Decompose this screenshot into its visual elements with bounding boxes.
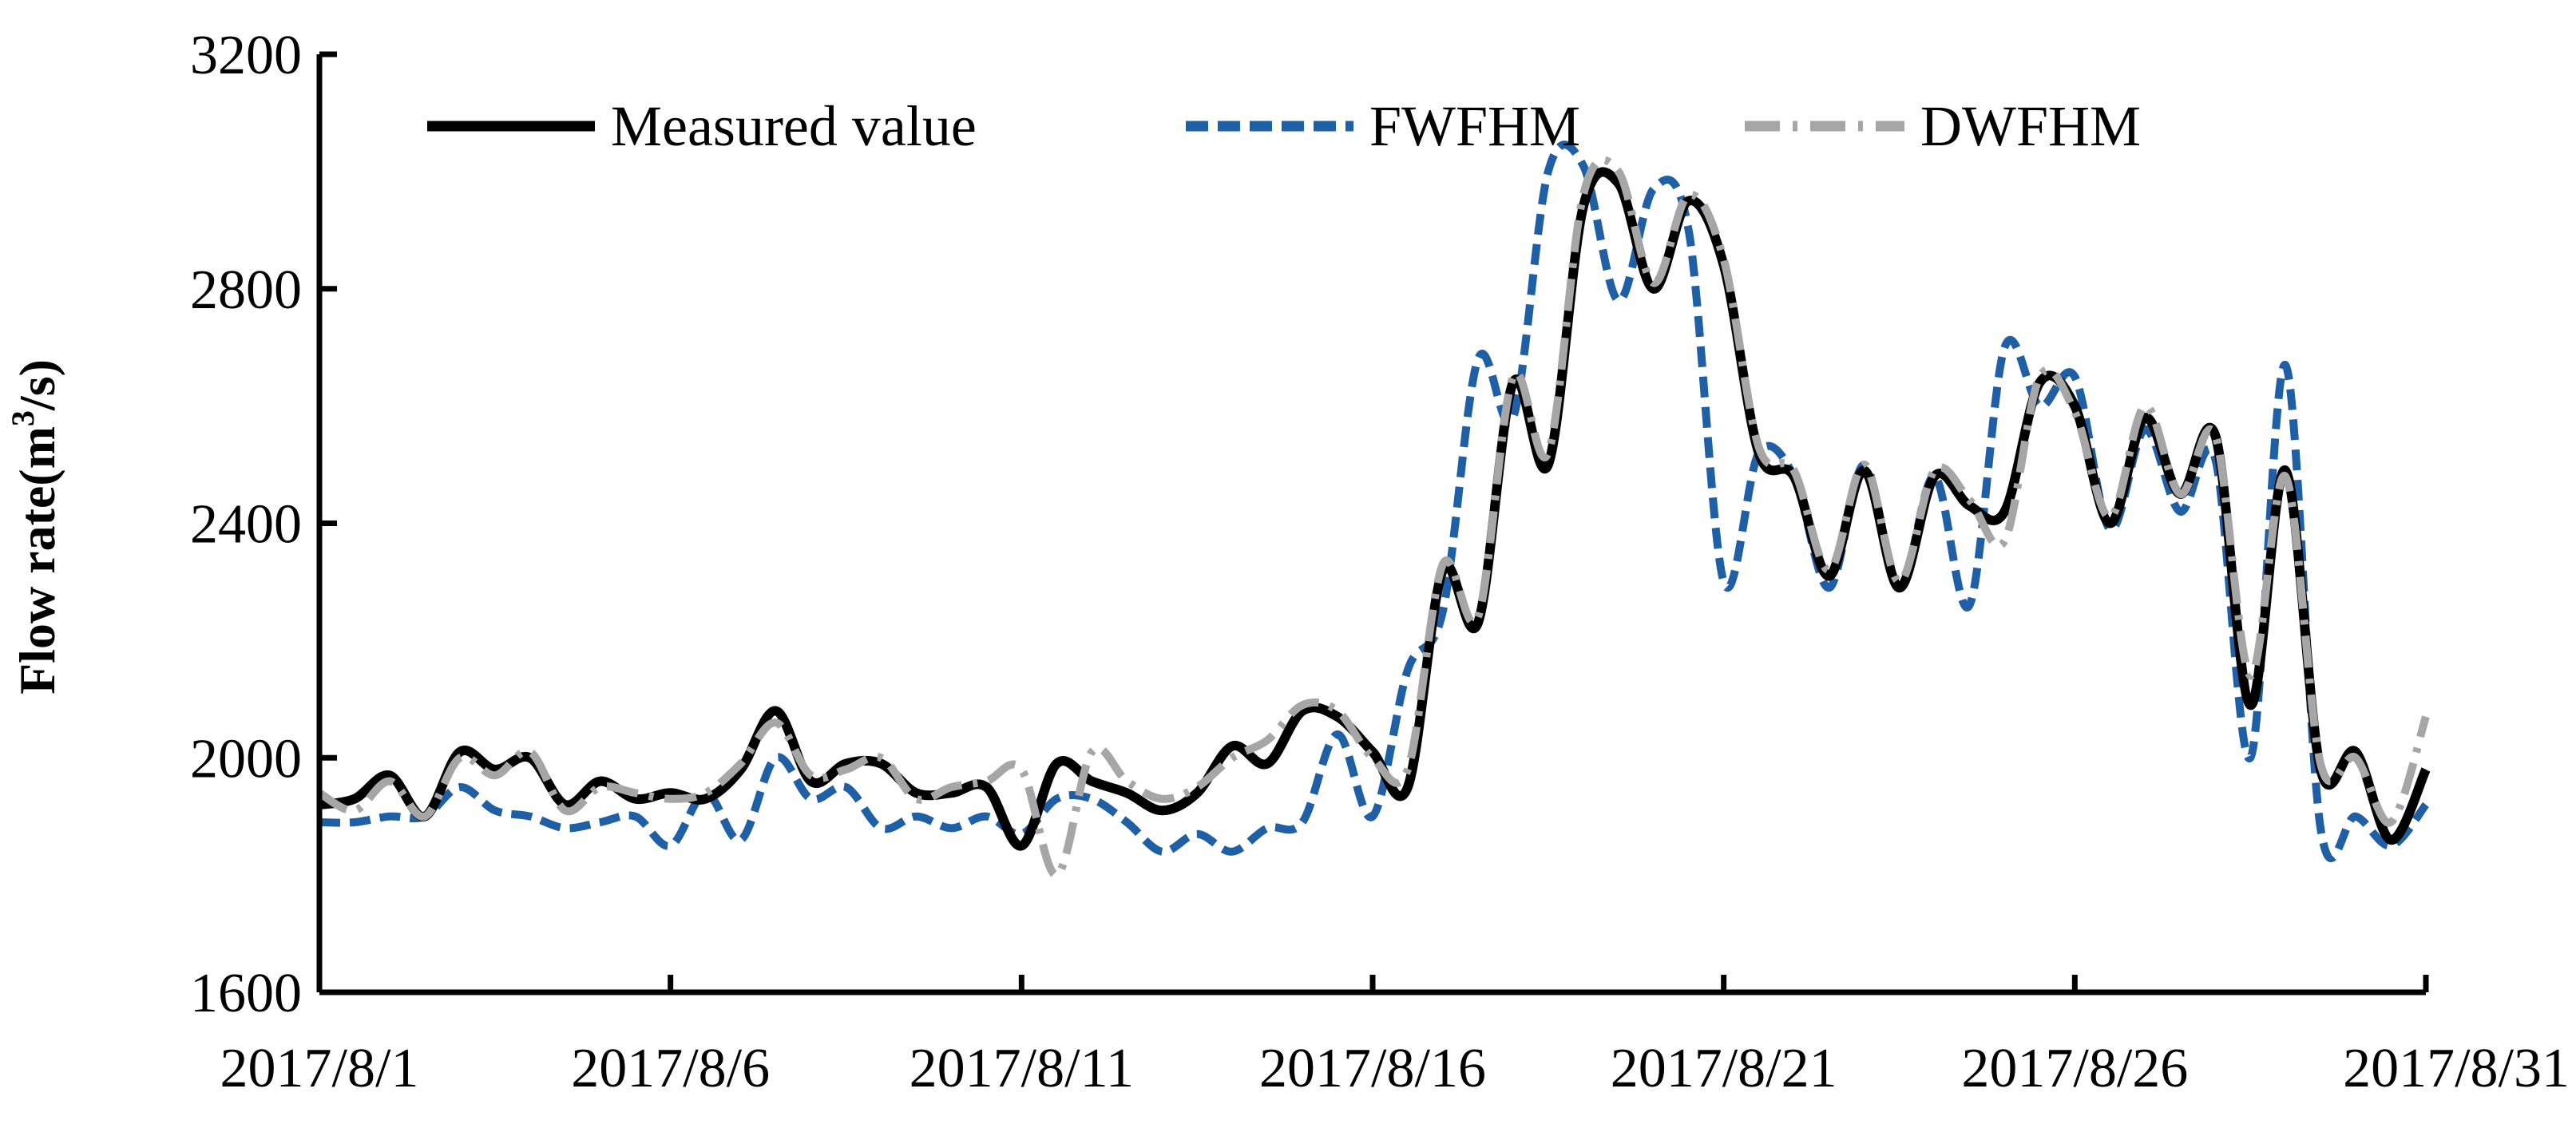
x-tick-label: 2017/8/21: [1611, 1038, 1837, 1099]
x-tick-label: 2017/8/6: [571, 1038, 770, 1099]
legend-label-measured: Measured value: [611, 94, 977, 158]
y-axis-title-tail: /s): [9, 359, 65, 411]
y-ticks: 1600 2000 2400 2800 3200: [190, 25, 337, 1024]
legend-label-fwfhm: FWFHM: [1369, 94, 1580, 158]
y-axis-title-superscript: 3: [5, 410, 41, 426]
y-axis-title: Flow rate(m3/s): [5, 359, 65, 695]
legend-label-dwfhm: DWFHM: [1920, 94, 2141, 158]
x-tick-label: 2017/8/1: [220, 1038, 419, 1099]
y-tick-label: 2400: [190, 494, 302, 556]
plot-series: [317, 141, 2431, 880]
series-dwfhm-line: [317, 156, 2430, 880]
y-tick-label: 1600: [190, 963, 302, 1024]
y-tick-label: 2000: [190, 728, 302, 790]
legend: Measured value FWFHM DWFHM: [427, 94, 2141, 158]
series-measured-value-line: [319, 167, 2431, 851]
y-tick-label: 2800: [190, 259, 302, 321]
x-tick-label: 2017/8/31: [2343, 1038, 2570, 1099]
x-ticks: 2017/8/1 2017/8/6 2017/8/11 2017/8/16 2017/8…: [220, 975, 2570, 1099]
x-tick-label: 2017/8/16: [1259, 1038, 1486, 1099]
y-axis-title-base: Flow rate(m: [9, 426, 65, 695]
x-tick-label: 2017/8/11: [910, 1038, 1134, 1099]
x-tick-label: 2017/8/26: [1961, 1038, 2188, 1099]
y-tick-label: 3200: [190, 25, 302, 86]
